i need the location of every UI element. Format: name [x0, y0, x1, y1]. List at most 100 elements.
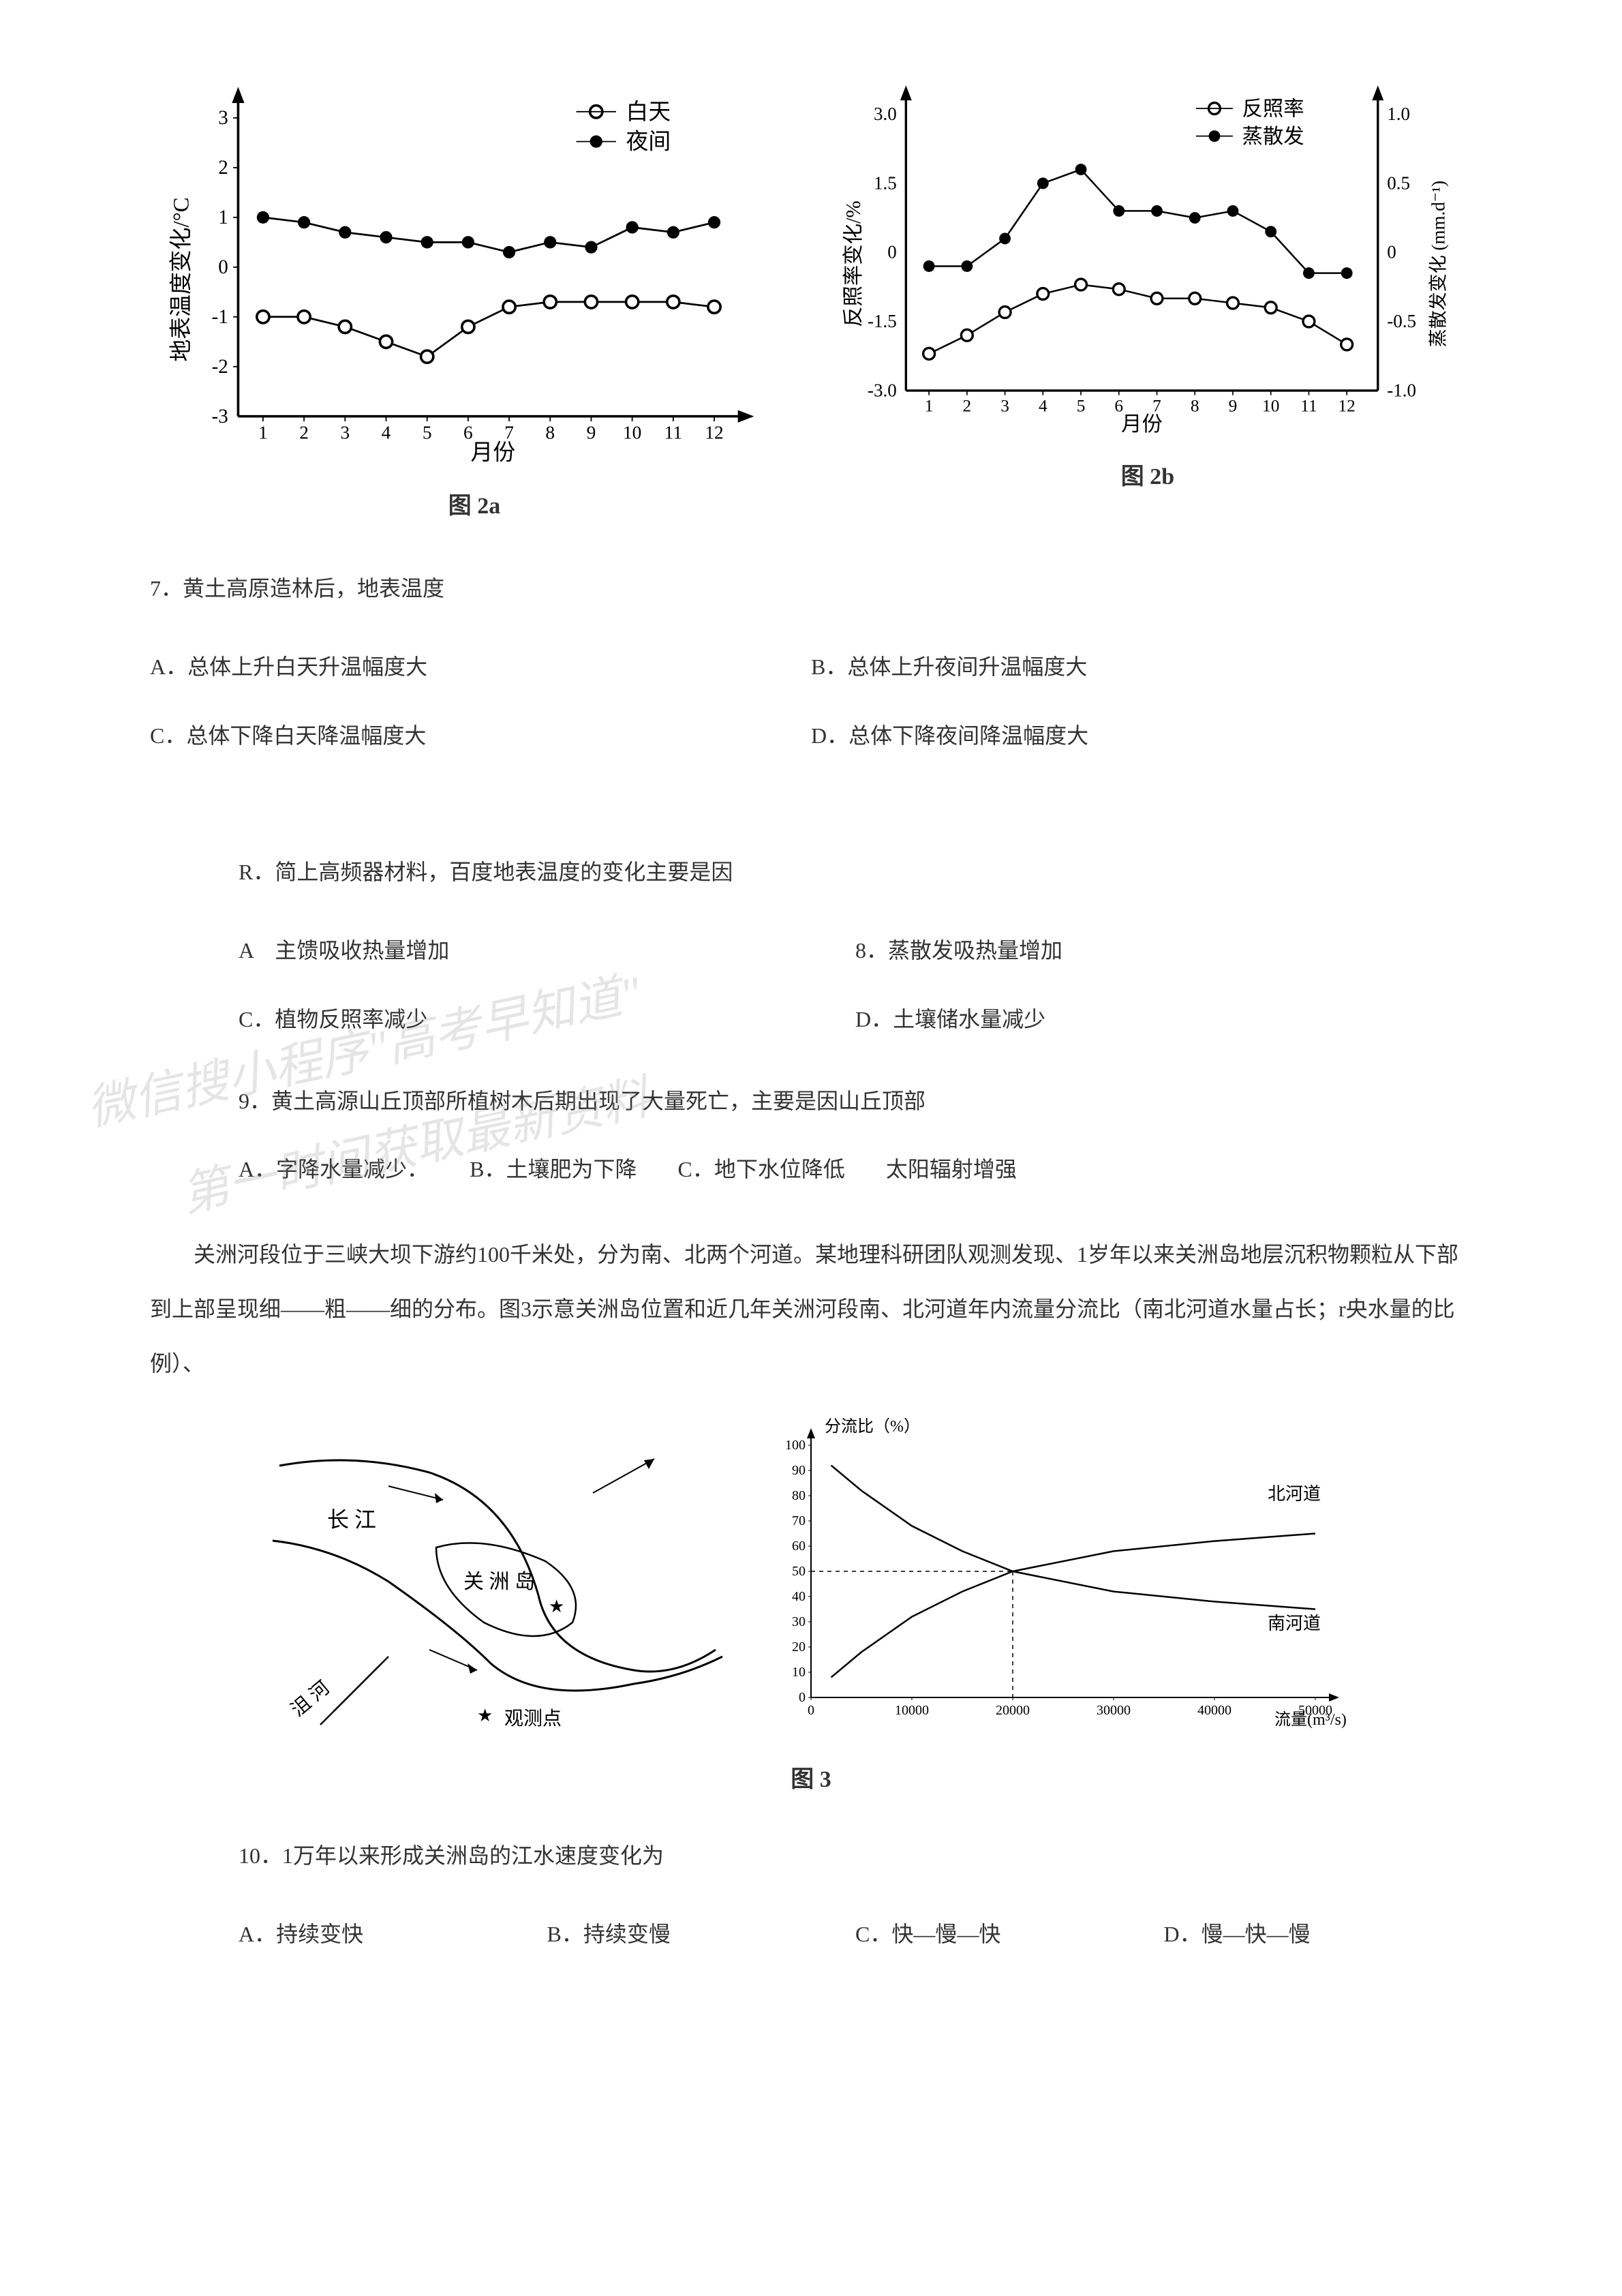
svg-text:-3: -3 — [212, 406, 228, 427]
chart-2b: 反照率变化/% 蒸散发变化 (mm.d⁻¹) 3.0 1.5 0 -1.5 -3… — [837, 68, 1458, 436]
svg-text:10: 10 — [792, 1665, 806, 1680]
svg-text:12: 12 — [705, 423, 723, 443]
q9-option-d: 太阳辐射增强 — [886, 1145, 1017, 1193]
q9-option-c: C．地下水位降低 — [677, 1145, 885, 1193]
q10-option-b: B．持续变慢 — [547, 1900, 856, 1968]
charts-2-row: 地表温度变化/°C 3 2 1 0 -1 -2 -3 1234567891011… — [150, 68, 1472, 527]
question-7: 7．黄土高原造林后，地表温度 A．总体上升白天升温幅度大 B．总体上升夜间升温幅… — [150, 554, 1472, 790]
svg-text:40000: 40000 — [1197, 1703, 1231, 1718]
figure-3-label: 图 3 — [150, 1759, 1472, 1800]
q8-prefix: R．简上高频器材料，百度地表温度的变化主要是因 — [239, 845, 1472, 899]
q8-option-d: D．土壤储水量减少 — [855, 985, 1472, 1053]
svg-text:2: 2 — [299, 423, 309, 443]
svg-text:蒸散发: 蒸散发 — [1242, 125, 1304, 148]
svg-text:80: 80 — [792, 1488, 806, 1503]
svg-text:6: 6 — [463, 423, 473, 443]
svg-text:2: 2 — [963, 396, 972, 415]
svg-text:-1.5: -1.5 — [868, 311, 897, 331]
svg-text:30: 30 — [792, 1614, 806, 1629]
q7-option-d: D．总体下降夜间降温幅度大 — [811, 701, 1472, 770]
svg-text:1: 1 — [218, 207, 228, 228]
svg-text:5: 5 — [1077, 396, 1086, 415]
svg-text:1: 1 — [258, 423, 268, 443]
chart2a-ylabel: 地表温度变化/°C — [168, 198, 194, 362]
questions-8-9-block: R．简上高频器材料，百度地表温度的变化主要是因 A 主馈吸收热量增加 8．蒸散发… — [150, 845, 1472, 1193]
svg-text:夜间: 夜间 — [626, 130, 671, 155]
svg-text:2: 2 — [218, 157, 228, 179]
map-tributary-label: 沮 河 — [287, 1677, 334, 1721]
chart2b-yright: 蒸散发变化 (mm.d⁻¹) — [1428, 181, 1449, 347]
fig3-ylabel: 分流比（%） — [825, 1417, 920, 1436]
svg-text:7: 7 — [504, 423, 514, 443]
chart-2a-container: 地表温度变化/°C 3 2 1 0 -1 -2 -3 1234567891011… — [164, 68, 785, 527]
map-island-label: 关 洲 岛 — [463, 1571, 535, 1593]
svg-text:★: ★ — [477, 1706, 493, 1725]
q8-option-b: 8．蒸散发吸热量增加 — [855, 916, 1472, 984]
svg-text:50: 50 — [792, 1564, 806, 1579]
chart2b-xlabel: 月份 — [1121, 412, 1163, 436]
svg-text:-0.5: -0.5 — [1387, 311, 1416, 331]
chart-2a: 地表温度变化/°C 3 2 1 0 -1 -2 -3 1234567891011… — [164, 68, 785, 466]
svg-text:50000: 50000 — [1298, 1703, 1332, 1718]
map-legend-text: 观测点 — [504, 1708, 562, 1729]
svg-text:20000: 20000 — [996, 1703, 1030, 1718]
svg-text:★: ★ — [549, 1597, 564, 1616]
q10-option-d: D．慢—快—慢 — [1164, 1900, 1473, 1968]
svg-text:0: 0 — [799, 1690, 806, 1705]
q8-option-c: C．植物反照率减少 — [239, 985, 855, 1053]
svg-text:0: 0 — [808, 1703, 814, 1718]
svg-text:0: 0 — [887, 242, 897, 262]
svg-text:10000: 10000 — [895, 1703, 929, 1718]
chart2a-xlabel: 月份 — [471, 440, 516, 466]
south-channel-label: 南河道 — [1268, 1614, 1321, 1633]
q8-option-a: A 主馈吸收热量增加 — [239, 916, 855, 984]
svg-text:3: 3 — [218, 107, 228, 129]
figure-3-row: 长 江 关 洲 岛 沮 河 ★ ★ 观测点 分流比（%） 流量(m³/s) 01… — [150, 1411, 1472, 1738]
svg-text:0: 0 — [1387, 242, 1396, 262]
q10-option-a: A．持续变快 — [239, 1900, 547, 1968]
svg-text:5: 5 — [423, 423, 432, 443]
svg-text:白天: 白天 — [626, 100, 671, 125]
svg-text:11: 11 — [1300, 396, 1317, 415]
svg-text:-2: -2 — [212, 356, 228, 378]
q7-option-b: B．总体上升夜间升温幅度大 — [811, 633, 1472, 701]
chart-2b-label: 图 2b — [837, 456, 1458, 498]
q10-option-c: C．快—慢—快 — [855, 1900, 1164, 1968]
map-river-label: 长 江 — [327, 1507, 376, 1532]
svg-text:0: 0 — [218, 256, 228, 278]
svg-text:100: 100 — [785, 1438, 806, 1453]
q9-option-b: B．土壤肥为下降 — [470, 1145, 677, 1193]
svg-text:-1: -1 — [212, 306, 228, 328]
svg-text:反照率: 反照率 — [1242, 97, 1304, 120]
svg-text:70: 70 — [792, 1513, 806, 1528]
q9-option-a: A．字降水量减少． — [239, 1145, 470, 1193]
figure3-map: 长 江 关 洲 岛 沮 河 ★ ★ 观测点 — [252, 1411, 729, 1738]
svg-text:0.5: 0.5 — [1387, 172, 1410, 193]
q9-text: 9．黄土高源山丘顶部所植树木后期出现了大量死亡，主要是因山丘顶部 — [239, 1074, 1472, 1128]
svg-text:9: 9 — [587, 423, 596, 443]
figure3-chart: 分流比（%） 流量(m³/s) 0102030405060708090100 0… — [756, 1411, 1370, 1738]
chart-2a-label: 图 2a — [164, 485, 785, 527]
svg-text:1.0: 1.0 — [1387, 104, 1410, 124]
svg-text:30000: 30000 — [1097, 1703, 1131, 1718]
svg-text:1: 1 — [925, 396, 934, 415]
svg-text:3.0: 3.0 — [874, 104, 897, 124]
passage-text: 关洲河段位于三峡大坝下游约100千米处，分为南、北两个河道。某地理科研团队观测发… — [150, 1227, 1472, 1391]
svg-text:11: 11 — [664, 423, 682, 443]
q10-text: 10．1万年以来形成关洲岛的江水速度变化为 — [239, 1828, 1472, 1883]
svg-text:40: 40 — [792, 1589, 806, 1604]
svg-text:12: 12 — [1338, 396, 1356, 415]
q7-option-a: A．总体上升白天升温幅度大 — [150, 633, 811, 701]
svg-text:8: 8 — [545, 423, 555, 443]
svg-text:-3.0: -3.0 — [868, 380, 897, 400]
svg-text:-1.0: -1.0 — [1387, 380, 1416, 400]
svg-text:3: 3 — [340, 423, 350, 443]
svg-text:3: 3 — [1000, 396, 1009, 415]
svg-text:90: 90 — [792, 1463, 806, 1478]
svg-text:8: 8 — [1191, 396, 1199, 415]
svg-text:4: 4 — [1039, 396, 1047, 415]
chart2b-yleft: 反照率变化/% — [842, 200, 865, 327]
chart-2b-container: 反照率变化/% 蒸散发变化 (mm.d⁻¹) 3.0 1.5 0 -1.5 -3… — [837, 68, 1458, 527]
svg-text:4: 4 — [382, 423, 391, 443]
svg-text:9: 9 — [1229, 396, 1238, 415]
